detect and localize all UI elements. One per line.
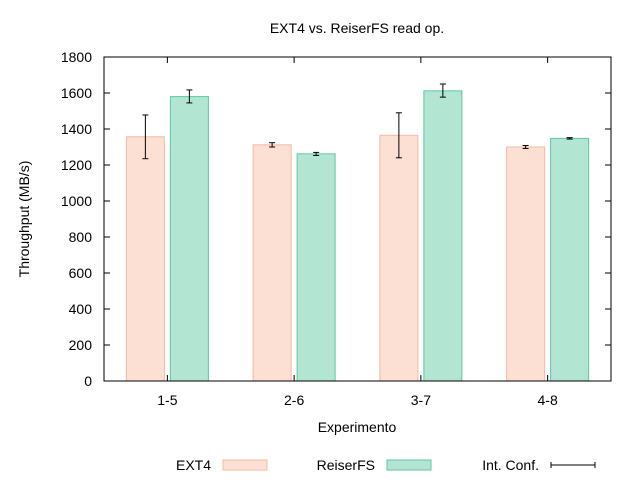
bar-1-0 <box>169 96 209 382</box>
plot-frame <box>103 56 612 382</box>
error-bar-1-3 <box>566 137 573 140</box>
x-tick-label: 1-5 <box>157 392 177 408</box>
y-tick-label: 0 <box>84 373 92 389</box>
legend-label: ReiserFS <box>317 457 375 473</box>
x-tick-label: 2-6 <box>284 392 304 408</box>
y-tick-label: 1600 <box>61 85 92 101</box>
y-tick-label: 1000 <box>61 193 92 209</box>
error-bar-0-1 <box>269 142 276 148</box>
chart-title: EXT4 vs. ReiserFS read op. <box>270 20 444 36</box>
y-tick-label: 800 <box>69 229 93 245</box>
bar-0-1 <box>252 144 292 382</box>
x-axis-ticks: 1-5 2-6 3-7 4-8 <box>157 57 558 408</box>
error-bar-1-1 <box>313 151 320 156</box>
legend-label: Int. Conf. <box>482 457 539 473</box>
y-tick-label: 1200 <box>61 157 92 173</box>
legend-item-errorbar: Int. Conf. <box>482 457 596 473</box>
bar-0-3 <box>506 146 546 382</box>
y-tick-label: 600 <box>69 265 93 281</box>
legend-swatch <box>386 459 432 471</box>
error-bar-1-2 <box>439 83 446 98</box>
y-tick-label: 400 <box>69 301 93 317</box>
legend-item-0: EXT4 <box>176 457 268 473</box>
y-tick-label: 1400 <box>61 121 92 137</box>
error-bar-0-3 <box>522 145 529 149</box>
bar-1-1 <box>296 153 336 382</box>
y-axis-ticks: 0 200 400 600 800 1000 1200 1400 1600 1800 <box>61 49 611 389</box>
x-axis-label: Experimento <box>318 419 397 435</box>
legend-item-1: ReiserFS <box>317 457 432 473</box>
legend-label: EXT4 <box>176 457 211 473</box>
bar-0-2 <box>379 134 419 382</box>
error-bar-0-2 <box>395 112 402 159</box>
legend-swatch <box>222 459 268 471</box>
bar-1-3 <box>550 137 590 382</box>
bar-0-0 <box>125 136 165 382</box>
y-axis-label: Throughput (MB/s) <box>16 161 32 278</box>
error-bar-0-0 <box>142 114 149 160</box>
x-tick-label: 3-7 <box>411 392 431 408</box>
y-tick-label: 200 <box>69 337 93 353</box>
error-bar-1-0 <box>186 89 193 104</box>
y-tick-label: 1800 <box>61 49 92 65</box>
x-tick-label: 4-8 <box>538 392 558 408</box>
legend: EXT4 ReiserFS Int. Conf. <box>176 457 596 473</box>
plot-area <box>103 56 612 382</box>
bar-1-2 <box>423 90 463 382</box>
